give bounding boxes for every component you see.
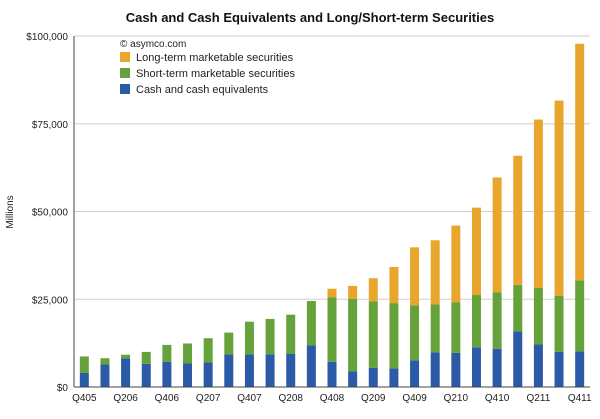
bar-segment bbox=[286, 314, 296, 355]
bar-segment bbox=[141, 351, 151, 364]
bar-segment bbox=[471, 207, 481, 296]
bar-segment bbox=[327, 361, 337, 387]
bar-segment bbox=[327, 297, 337, 362]
bar-segment bbox=[492, 348, 502, 387]
bar-segment bbox=[203, 362, 213, 387]
bar-segment bbox=[389, 368, 399, 387]
chart-title: Cash and Cash Equivalents and Long/Short… bbox=[126, 10, 494, 25]
x-tick-label: Q208 bbox=[278, 393, 303, 404]
bar-segment bbox=[121, 358, 131, 387]
bar-segment bbox=[100, 358, 110, 365]
bar-segment bbox=[451, 225, 461, 303]
bar-segment bbox=[410, 305, 420, 361]
x-tick-label: Q407 bbox=[237, 393, 262, 404]
x-tick-label: Q406 bbox=[155, 393, 180, 404]
bar-segment bbox=[389, 266, 399, 304]
bar-segment bbox=[533, 344, 543, 387]
bar-segment bbox=[348, 298, 358, 372]
legend-label: Long-term marketable securities bbox=[136, 52, 294, 64]
legend-swatch bbox=[120, 68, 130, 78]
bar-segment bbox=[79, 356, 89, 373]
x-tick-label: Q206 bbox=[113, 393, 138, 404]
bar-segment bbox=[410, 247, 420, 306]
bar-segment bbox=[492, 292, 502, 349]
bar-segment bbox=[224, 332, 234, 355]
bar-segment bbox=[79, 372, 89, 387]
bar-segment bbox=[100, 364, 110, 387]
bar-segment bbox=[554, 351, 564, 387]
bar-segment bbox=[471, 295, 481, 348]
y-axis-label: Millions bbox=[5, 195, 16, 228]
bar-segment bbox=[451, 302, 461, 353]
bar-segment bbox=[451, 352, 461, 387]
bar-segment bbox=[533, 288, 543, 345]
legend-label: Short-term marketable securities bbox=[136, 68, 295, 80]
x-tick-label: Q211 bbox=[527, 393, 551, 404]
y-tick-label: $100,000 bbox=[26, 32, 68, 43]
bar-segment bbox=[368, 301, 378, 368]
y-tick-label: $25,000 bbox=[32, 295, 69, 306]
x-tick-label: Q210 bbox=[444, 393, 469, 404]
x-tick-label: Q410 bbox=[485, 393, 510, 404]
bar-segment bbox=[368, 278, 378, 302]
y-tick-label: $0 bbox=[57, 383, 69, 394]
watermark: © asymco.com bbox=[120, 39, 186, 50]
bar-segment bbox=[430, 352, 440, 387]
legend-swatch bbox=[120, 52, 130, 62]
bar-segment bbox=[203, 338, 213, 363]
bar-segment bbox=[348, 285, 358, 299]
bar-segment bbox=[244, 321, 254, 355]
bar-segment bbox=[410, 360, 420, 387]
bar-segment bbox=[533, 119, 543, 289]
bar-segment bbox=[348, 371, 358, 387]
bar-segment bbox=[306, 301, 316, 346]
bar-segment bbox=[244, 354, 254, 387]
bar-segment bbox=[265, 318, 275, 355]
legend-label: Cash and cash equivalents bbox=[136, 84, 269, 96]
bar-segment bbox=[513, 284, 523, 332]
bar-segment bbox=[554, 100, 564, 296]
x-tick-label: Q207 bbox=[196, 393, 221, 404]
x-tick-label: Q209 bbox=[361, 393, 386, 404]
bar-segment bbox=[183, 343, 193, 364]
bar-segment bbox=[554, 295, 564, 352]
bar-segment bbox=[513, 331, 523, 387]
x-tick-label: Q408 bbox=[320, 393, 345, 404]
bar-segment bbox=[306, 345, 316, 387]
bar-segment bbox=[265, 354, 275, 387]
bar-segment bbox=[327, 288, 337, 298]
bar-segment bbox=[575, 351, 585, 387]
bar-segment bbox=[286, 354, 296, 387]
bar-segment bbox=[141, 363, 151, 387]
bar-segment bbox=[575, 43, 585, 281]
bar-segment bbox=[183, 363, 193, 387]
bars bbox=[79, 43, 585, 387]
bar-segment bbox=[121, 354, 131, 359]
bar-segment bbox=[575, 280, 585, 352]
y-tick-label: $75,000 bbox=[32, 120, 69, 131]
bar-segment bbox=[471, 347, 481, 387]
bar-segment bbox=[162, 344, 172, 362]
bar-segment bbox=[430, 240, 440, 305]
bar-segment bbox=[513, 155, 523, 285]
bar-segment bbox=[224, 354, 234, 387]
x-tick-label: Q411 bbox=[568, 393, 592, 404]
axes: $0 $25,000 $50,000 $75,000 $100,000 Q405 Q206 Q… bbox=[26, 32, 592, 404]
bar-segment bbox=[430, 304, 440, 353]
x-tick-label: Q405 bbox=[72, 393, 97, 404]
bar-segment bbox=[162, 361, 172, 387]
bar-segment bbox=[389, 303, 399, 369]
bar-segment bbox=[368, 367, 378, 387]
legend-swatch bbox=[120, 84, 130, 94]
legend: © asymco.com Long-term marketable securi… bbox=[120, 39, 295, 96]
x-tick-label: Q409 bbox=[402, 393, 427, 404]
bar-segment bbox=[492, 177, 502, 293]
y-tick-label: $50,000 bbox=[32, 208, 69, 219]
